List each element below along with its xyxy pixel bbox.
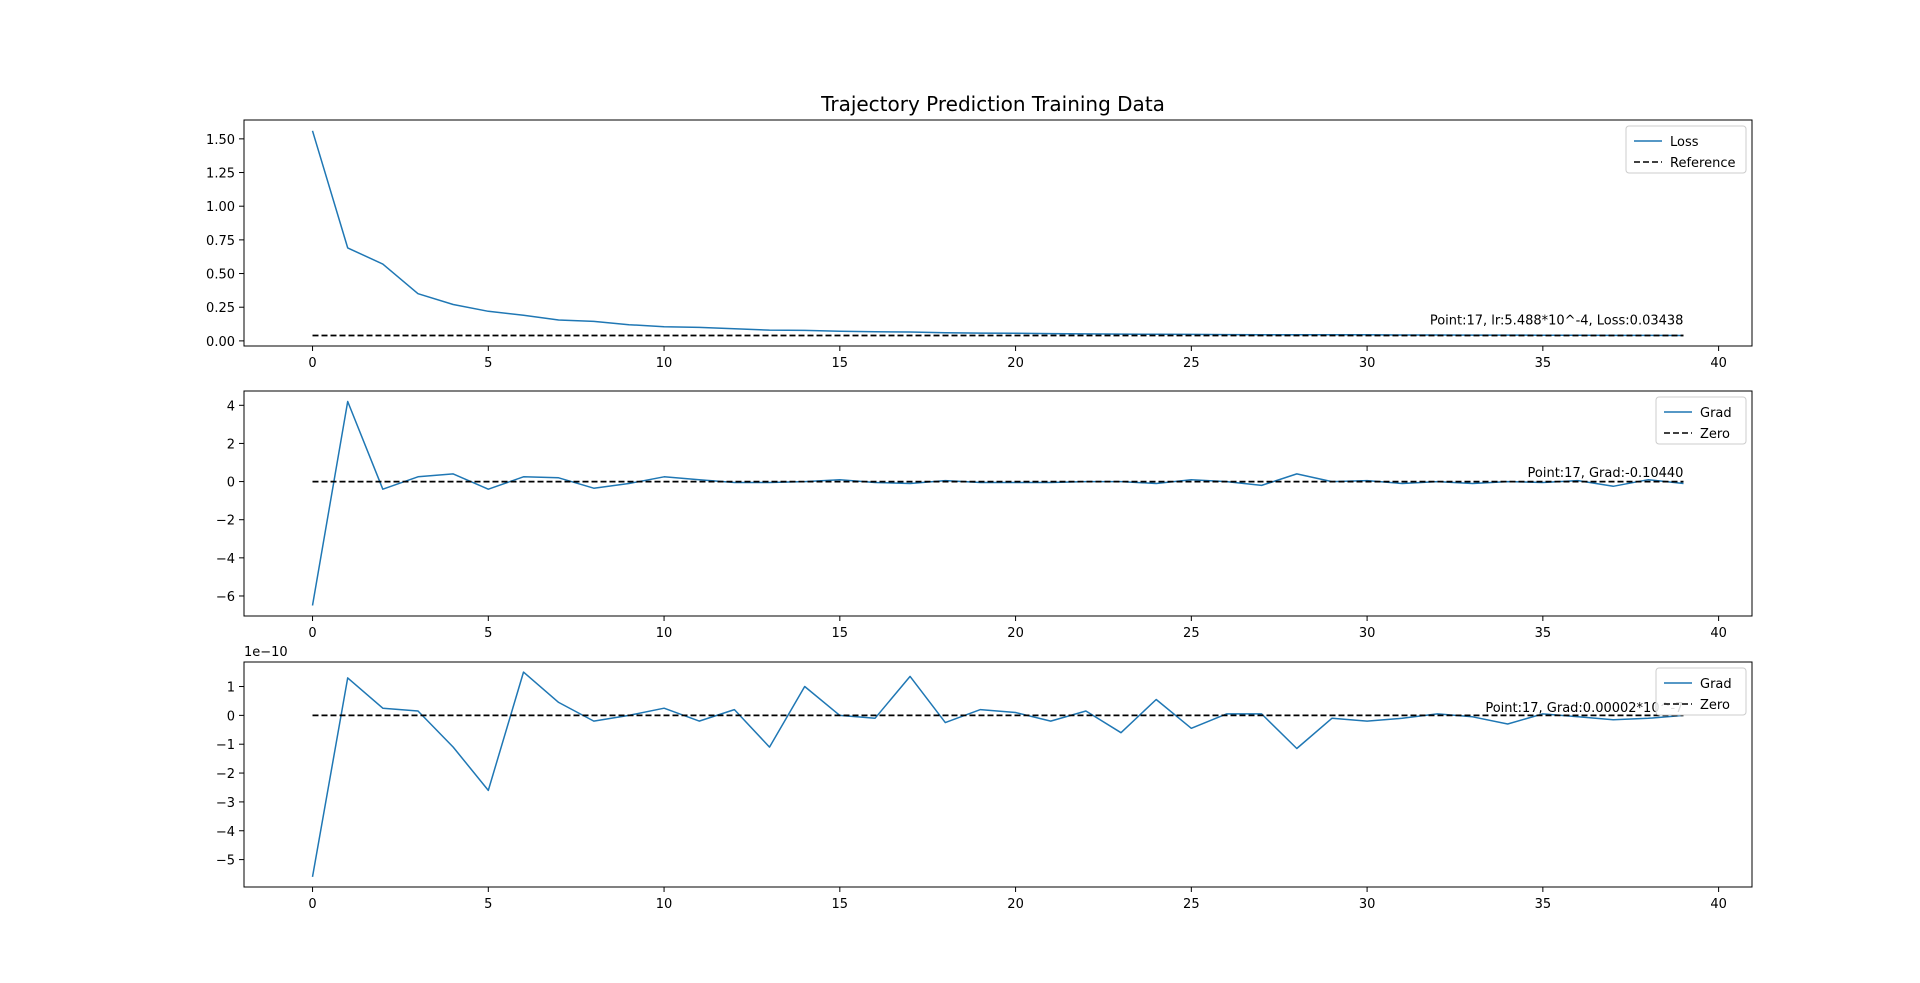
y-tick-label: 2 [227, 437, 235, 452]
x-tick-label: 0 [308, 626, 316, 641]
x-tick-label: 40 [1710, 356, 1727, 371]
legend-label-loss: Loss [1670, 135, 1699, 150]
x-tick-label: 10 [656, 626, 673, 641]
axes-frame [243, 119, 1753, 347]
x-tick-label: 5 [484, 897, 492, 912]
series-line-grad [311, 671, 1684, 878]
y-tick-label: −2 [216, 514, 235, 529]
x-tick-label: 40 [1710, 897, 1727, 912]
y-tick-label: 0.25 [206, 301, 235, 316]
subplot-2: 0 5 10 15 20 25 30 35 40 −6 −4 −2 0 2 4 Point:17, Grad:… [216, 390, 1753, 641]
figure-title: Trajectory Prediction Training Data [820, 92, 1165, 116]
y-tick-label: −3 [216, 796, 235, 811]
x-tick-label: 35 [1535, 897, 1552, 912]
x-tick-label: 30 [1359, 356, 1376, 371]
x-tick-label: 10 [656, 356, 673, 371]
y-tick-label: 1.25 [206, 167, 235, 182]
x-tick-label: 15 [832, 626, 849, 641]
x-tick-label: 25 [1183, 626, 1200, 641]
y-tick-label: 0 [227, 476, 235, 491]
subplots: 0 5 10 15 20 25 30 35 400.000.250.500.751.001.25… [206, 119, 1753, 912]
x-tick-label: 20 [1007, 356, 1024, 371]
axes-frame [243, 390, 1753, 617]
x-tick-label: 0 [308, 897, 316, 912]
annotation-text: Point:17, lr:5.488*10^-4, Loss:0.03438 [1430, 314, 1684, 329]
y-offset-label: 1e−10 [244, 645, 288, 660]
y-tick-label: −5 [216, 854, 235, 869]
x-tick-label: 5 [484, 626, 492, 641]
x-tick-label: 5 [484, 356, 492, 371]
y-tick-label: −1 [216, 738, 235, 753]
x-tick-label: 40 [1710, 626, 1727, 641]
legend: Grad Zero [1655, 396, 1747, 445]
series-line-loss [311, 130, 1684, 337]
x-tick-label: 35 [1535, 626, 1552, 641]
x-tick-label: 35 [1535, 356, 1552, 371]
x-tick-label: 20 [1007, 897, 1024, 912]
y-tick-label: 0.00 [206, 335, 235, 350]
y-tick-label: −2 [216, 767, 235, 782]
subplot-3: 0 5 10 15 20 25 30 35 40 −5 −4 −3 −2 −1 0 1 1e−10 Point:1… [216, 645, 1753, 912]
axes-frame [243, 661, 1753, 888]
x-tick-label: 25 [1183, 356, 1200, 371]
x-tick-label: 10 [656, 897, 673, 912]
x-tick-label: 30 [1359, 897, 1376, 912]
legend-label-grad: Grad [1700, 406, 1732, 421]
y-tick-label: −4 [216, 825, 235, 840]
subplot-1: 0 5 10 15 20 25 30 35 40 0.00 0.25 0.50 0.75 1.00 1.25… [206, 119, 1753, 371]
y-tick-label: 0.50 [206, 268, 235, 283]
x-tick-label: 0 [308, 356, 316, 371]
annotation-text: Point:17, Grad:0.00002*10^-7 [1485, 701, 1683, 716]
y-tick-label: 0.75 [206, 234, 235, 249]
y-tick-label: −4 [216, 552, 235, 567]
x-tick-label: 15 [832, 897, 849, 912]
y-tick-label: 1 [227, 681, 235, 696]
annotation-text: Point:17, Grad:-0.10440 [1528, 466, 1684, 481]
x-tick-label: 30 [1359, 626, 1376, 641]
y-tick-label: 1.00 [206, 200, 235, 215]
legend-label-grad: Grad [1700, 677, 1732, 692]
x-tick-label: 25 [1183, 897, 1200, 912]
legend: Grad Zero [1655, 667, 1747, 716]
y-tick-label: 4 [227, 399, 235, 414]
x-tick-label: 20 [1007, 626, 1024, 641]
legend-label-zero: Zero [1700, 698, 1730, 713]
x-tick-label: 15 [832, 356, 849, 371]
y-tick-label: 1.50 [206, 133, 235, 148]
y-tick-label: −6 [216, 590, 235, 605]
legend: Loss Reference [1625, 125, 1747, 174]
legend-label-zero: Zero [1700, 427, 1730, 442]
legend-label-reference: Reference [1670, 156, 1735, 171]
y-tick-label: 0 [227, 709, 235, 724]
